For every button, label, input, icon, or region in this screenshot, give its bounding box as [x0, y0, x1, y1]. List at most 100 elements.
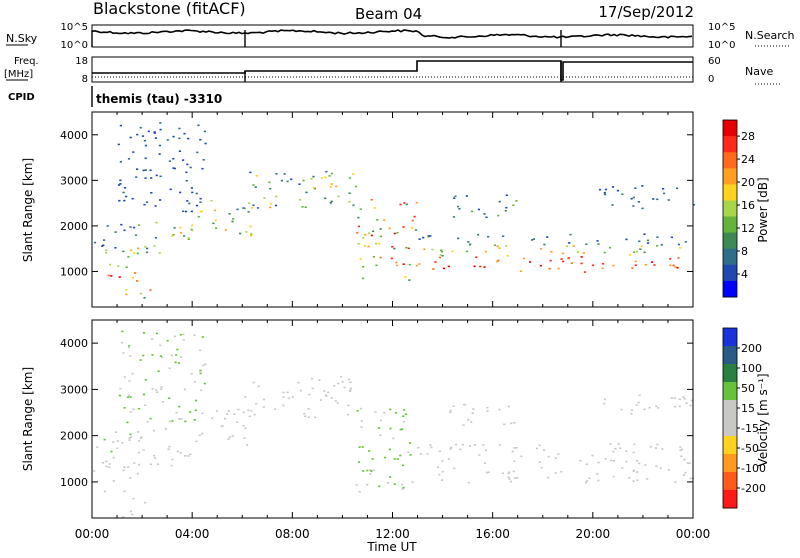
scatter-band-0 [107, 272, 139, 282]
beam-title: Beam 04 [355, 5, 422, 23]
colorbar-segment [723, 120, 737, 137]
scatter-band-9 [418, 256, 680, 273]
scatter-band-4 [129, 221, 194, 254]
colorbar-segment [723, 490, 737, 509]
xlabel: Time UT [366, 540, 417, 554]
xtick-label: 20:00 [576, 527, 611, 541]
colorbar-segment [723, 248, 737, 266]
colorbar-tick-label: -15 [741, 422, 759, 435]
scatter-band-2 [122, 497, 147, 518]
station-title: Blackstone (fitACF) [93, 0, 246, 18]
scatter-band-7 [242, 170, 357, 210]
colorbar-tick-label: -200 [741, 482, 766, 495]
colorbar-segment [723, 400, 737, 419]
velocity-colorbar-label: Velocity [m s⁻¹] [756, 373, 770, 466]
nsearch-tick-bottom: 10^0 [708, 40, 735, 51]
power-colorbar-label: Power [dB] [756, 177, 770, 242]
nave-tick-bottom: 0 [708, 74, 714, 85]
scatter-band-13 [598, 185, 696, 210]
colorbar-tick-label: 4 [741, 268, 748, 281]
colorbar-segment [723, 382, 737, 401]
scatter-band-12 [452, 194, 518, 219]
ytick-label: 2000 [60, 430, 88, 443]
nave-tick-top: 60 [708, 56, 721, 67]
scatter-band-10 [423, 244, 682, 257]
xtick-label: 04:00 [175, 527, 210, 541]
power-axis-ticks: 1000 2000 3000 4000 [60, 112, 694, 307]
xtick-label: 16:00 [475, 527, 510, 541]
velocity-axis-ticks: 1000 2000 3000 4000 [60, 320, 694, 518]
scatter-band-5 [195, 408, 253, 446]
freq-label: Freq. [14, 56, 39, 67]
power-colorbar: 4 8 12 16 20 24 28 [722, 119, 755, 298]
velocity-heatmap-cells [93, 330, 695, 518]
power-heatmap-cells [93, 122, 696, 299]
colorbar-tick-label: 100 [741, 362, 762, 375]
nsky-series-line [91, 29, 693, 39]
xtick-label: 00:00 [75, 527, 110, 541]
scatter-band-1 [96, 431, 132, 459]
colorbar-segment [723, 168, 737, 185]
nsearch-label: N.Search [745, 29, 795, 42]
scatter-band-6 [197, 199, 253, 237]
power-panel-frame [91, 111, 694, 308]
scatter-band-8 [356, 198, 418, 281]
colorbar-tick-label: 200 [741, 342, 762, 355]
scatter-band-1 [105, 249, 139, 268]
colorbar-segment [723, 280, 737, 298]
ytick-label: 4000 [60, 129, 88, 142]
xtick-label: 00:00 [676, 527, 711, 541]
colorbar-tick-label: -50 [741, 442, 759, 455]
nsky-tick-top: 10^5 [61, 22, 88, 33]
freq-panel-frame [91, 56, 694, 83]
scatter-band-10 [603, 394, 693, 415]
colorbar-tick-label: -100 [741, 462, 766, 475]
nsky-label: N.Sky [6, 32, 38, 45]
scatter-band-5 [117, 122, 207, 213]
scatter-band-7 [355, 408, 420, 493]
date-title: 17/Sep/2012 [598, 3, 694, 21]
nave-label: Nave [745, 65, 773, 78]
nsky-tick-bottom: 10^0 [61, 40, 88, 51]
colorbar-segment [723, 136, 737, 153]
colorbar-segment [723, 364, 737, 383]
ytick-label: 3000 [60, 174, 88, 187]
colorbar-tick-label: 12 [741, 222, 755, 235]
scatter-band-4 [118, 330, 207, 424]
colorbar-segment [723, 264, 737, 282]
scatter-band-3 [125, 289, 152, 299]
colorbar-segment [723, 152, 737, 169]
colorbar-segment [723, 472, 737, 491]
colorbar-segment [723, 346, 737, 365]
nsearch-tick-top: 10^5 [708, 22, 735, 33]
colorbar-tick-label: 28 [741, 130, 755, 143]
freq-tick-bottom: 8 [82, 74, 88, 85]
colorbar-tick-label: 50 [741, 382, 755, 395]
ytick-label: 1000 [60, 265, 88, 278]
ytick-label: 2000 [60, 220, 88, 233]
velocity-ylabel: Slant Range [km] [21, 367, 35, 471]
colorbar-segment [723, 200, 737, 218]
xtick-label: 12:00 [375, 527, 410, 541]
freq-tick-top: 18 [75, 56, 88, 67]
xtick-label: 08:00 [275, 527, 310, 541]
colorbar-segment [723, 328, 737, 347]
scatter-band-6 [242, 376, 362, 419]
freq-unit: [MHz] [4, 69, 33, 80]
colorbar-segment [723, 216, 737, 234]
colorbar-tick-label: 16 [741, 199, 755, 212]
colorbar-segment [723, 418, 737, 437]
cpid-label: CPID [8, 92, 35, 103]
time-axis-labels: 00:00 04:00 08:00 12:00 16:00 20:00 00:00 [75, 527, 711, 541]
colorbar-tick-label: 24 [741, 153, 755, 166]
colorbar-segment [723, 454, 737, 473]
scatter-band-2 [93, 223, 138, 249]
colorbar-segment [723, 436, 737, 455]
power-ylabel: Slant Range [km] [21, 158, 35, 262]
colorbar-tick-label: 20 [741, 176, 755, 189]
cpid-value: themis (tau) -3310 [96, 92, 222, 106]
colorbar-tick-label: 8 [741, 245, 748, 258]
scatter-band-8 [419, 443, 695, 484]
